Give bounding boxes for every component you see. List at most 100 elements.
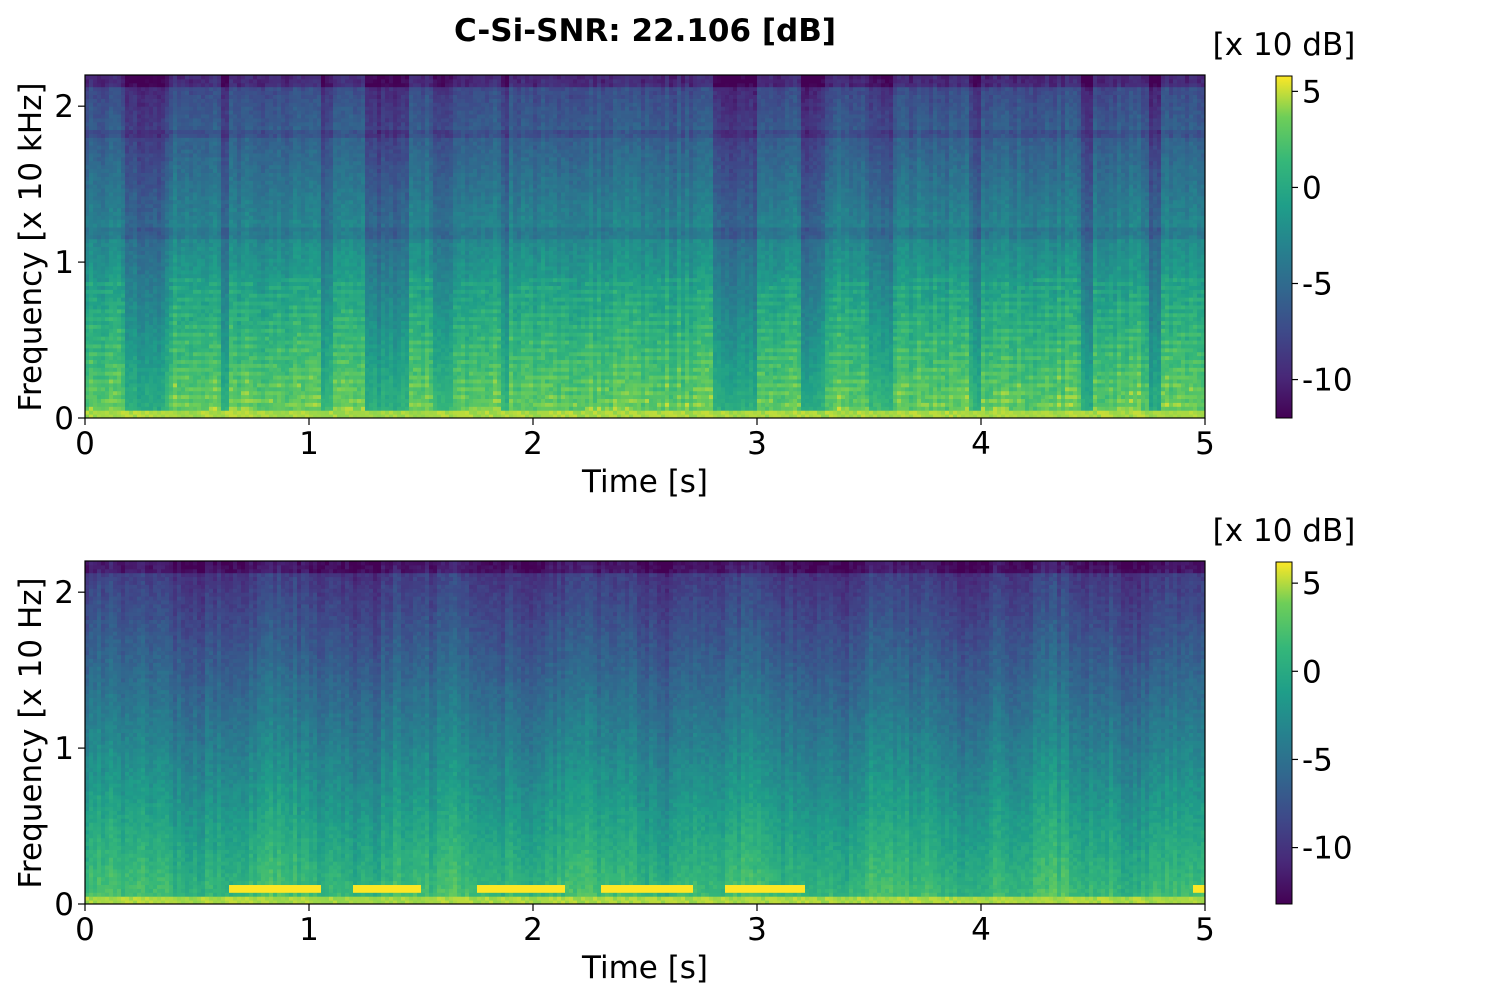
heatmap-cell (189, 230, 194, 236)
heatmap-cell (125, 75, 130, 80)
heatmap-cell (257, 75, 262, 80)
heatmap-cell (145, 254, 150, 259)
heatmap-cell (233, 199, 238, 205)
heatmap-cell (305, 351, 310, 357)
heatmap-cell (293, 149, 298, 154)
heatmap-cell (245, 336, 250, 341)
heatmap-cell (129, 199, 134, 205)
heatmap-cell (293, 304, 298, 310)
heatmap-cell (165, 340, 170, 345)
heatmap-cell (137, 121, 142, 127)
heatmap-cell (125, 188, 130, 193)
heatmap-cell (293, 188, 298, 193)
heatmap-cell (201, 238, 206, 244)
heatmap-cell (121, 328, 126, 333)
heatmap-cell (105, 379, 110, 384)
heatmap-cell (289, 406, 294, 411)
heatmap-cell (193, 382, 198, 388)
heatmap-cell (85, 273, 90, 279)
heatmap-cell (145, 281, 150, 286)
heatmap-cell (121, 324, 126, 329)
heatmap-cell (217, 390, 222, 396)
heatmap-cell (125, 328, 130, 333)
heatmap-cell (213, 110, 218, 115)
heatmap-cell (153, 398, 158, 403)
heatmap-cell (309, 390, 314, 396)
heatmap-cell (189, 324, 194, 329)
heatmap-cell (201, 254, 206, 259)
heatmap-cell (285, 281, 290, 286)
heatmap-cell (217, 137, 222, 142)
heatmap-cell (117, 281, 122, 286)
heatmap-cell (101, 149, 106, 154)
heatmap-cell (85, 106, 90, 111)
heatmap-cell (97, 121, 102, 127)
heatmap-cell (257, 367, 262, 372)
heatmap-cell (261, 359, 266, 364)
heatmap-cell (101, 156, 106, 162)
heatmap-cell (85, 188, 90, 193)
heatmap-cell (305, 172, 310, 177)
heatmap-cell (189, 320, 194, 325)
heatmap-cell (173, 98, 178, 103)
heatmap-cell (285, 121, 290, 127)
heatmap-cell (309, 188, 314, 193)
heatmap-cell (237, 172, 242, 177)
heatmap-cell (145, 113, 150, 119)
heatmap-cell (165, 242, 170, 247)
heatmap-cell (145, 180, 150, 185)
heatmap-cell (277, 238, 282, 244)
heatmap-cell (277, 355, 282, 361)
heatmap-cell (173, 168, 178, 173)
heatmap-cell (177, 406, 182, 411)
heatmap-cell (177, 398, 182, 403)
heatmap-cell (297, 269, 302, 275)
heatmap-cell (157, 110, 162, 115)
heatmap-cell (229, 269, 234, 275)
heatmap-cell (161, 137, 166, 142)
heatmap-cell (129, 304, 134, 310)
heatmap-cell (169, 234, 174, 240)
heatmap-cell (253, 293, 258, 298)
heatmap-cell (225, 180, 230, 185)
heatmap-cell (217, 382, 222, 388)
heatmap-cell (93, 254, 98, 259)
heatmap-cell (137, 238, 142, 244)
heatmap-cell (301, 230, 306, 236)
heatmap-cell (269, 121, 274, 127)
heatmap-cell (277, 219, 282, 224)
heatmap-cell (149, 121, 154, 127)
heatmap-cell (213, 176, 218, 181)
heatmap-cell (297, 359, 302, 364)
heatmap-cell (109, 180, 114, 185)
heatmap-cell (133, 156, 138, 162)
heatmap-cell (229, 121, 234, 127)
heatmap-cell (117, 156, 122, 162)
heatmap-cell (253, 316, 258, 322)
heatmap-cell (233, 262, 238, 267)
heatmap-cell (161, 145, 166, 150)
heatmap-cell (217, 301, 222, 306)
heatmap-cell (297, 258, 302, 263)
heatmap-cell (161, 328, 166, 333)
heatmap-cell (141, 129, 146, 134)
heatmap-cell (225, 398, 230, 403)
heatmap-cell (245, 367, 250, 372)
heatmap-cell (269, 238, 274, 244)
heatmap-cell (193, 223, 198, 228)
heatmap-cell (137, 98, 142, 103)
heatmap-cell (113, 269, 118, 275)
heatmap-cell (229, 406, 234, 411)
heatmap-cell (301, 285, 306, 290)
heatmap-cell (249, 355, 254, 361)
heatmap-cell (121, 308, 126, 314)
heatmap-cell (193, 328, 198, 333)
heatmap-cell (293, 75, 298, 80)
heatmap-cell (133, 273, 138, 279)
heatmap-cell (169, 304, 174, 310)
heatmap-cell (197, 355, 202, 361)
heatmap-cell (133, 347, 138, 353)
heatmap-cell (205, 386, 210, 392)
heatmap-cell (153, 172, 158, 177)
heatmap-cell (109, 75, 114, 80)
